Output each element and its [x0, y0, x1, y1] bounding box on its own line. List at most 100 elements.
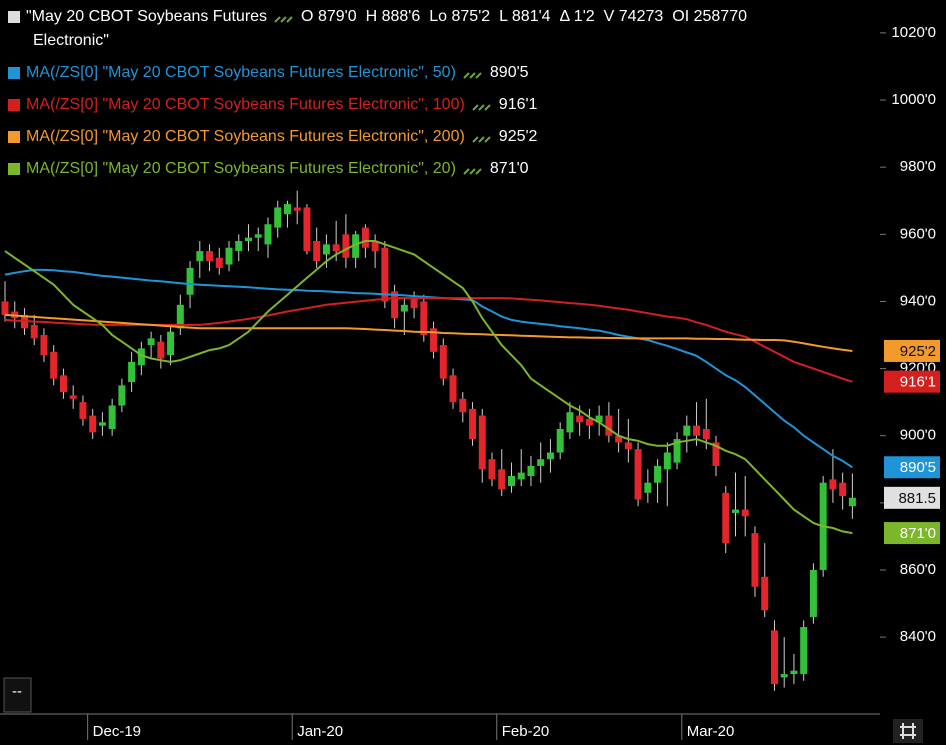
candle-body [245, 237, 252, 242]
header-row: "May 20 CBOT Soybeans Futures O 879'0 H 8… [8, 8, 756, 26]
price-badge [884, 370, 940, 393]
legend-row: MA(/ZS[0] "May 20 CBOT Soybeans Futures … [8, 128, 537, 146]
corner-box [3, 677, 32, 713]
candle-body [722, 492, 730, 544]
candle-body [303, 207, 311, 252]
candle-body [410, 298, 418, 309]
candle-body [79, 402, 87, 419]
candle-body [459, 398, 467, 413]
candle-body [498, 469, 506, 490]
candle-body [157, 341, 165, 359]
candle-body [264, 224, 272, 245]
x-tick-label: Dec-19 [93, 723, 141, 740]
candle-body [89, 415, 97, 433]
candle-body [147, 338, 155, 346]
quote-stat: V 74273 [603, 8, 664, 25]
candle-body [1, 301, 9, 315]
study-icon [274, 16, 293, 23]
study-icon [463, 72, 482, 79]
study-icon [472, 136, 491, 143]
candle-body [225, 247, 233, 265]
candle-body [585, 418, 593, 426]
y-tick-label: 860'0 [900, 561, 936, 578]
legend-name: MA(/ZS[0] "May 20 CBOT Soybeans Futures … [26, 160, 456, 177]
candle-body [137, 348, 145, 366]
candle-body [848, 497, 856, 507]
candle-body [800, 627, 808, 675]
y-tick-label: 940'0 [900, 292, 936, 309]
candle-body [342, 234, 350, 258]
legend-row: MA(/ZS[0] "May 20 CBOT Soybeans Futures … [8, 96, 537, 114]
price-badge-label: 871'0 [900, 525, 936, 542]
candle-body [235, 241, 243, 252]
candle-body [537, 459, 545, 466]
symbol-title-line: Electronic" [33, 32, 109, 49]
legend-swatch [8, 163, 20, 175]
x-tick-label: Mar-20 [687, 723, 735, 740]
legend-row: MA(/ZS[0] "May 20 CBOT Soybeans Futures … [8, 160, 529, 178]
candle-body [206, 251, 214, 262]
study-icon [463, 168, 482, 175]
candle-body [488, 459, 496, 480]
candle-body [469, 408, 477, 440]
candle-body [673, 439, 681, 463]
candle-body [732, 509, 739, 513]
candle-body [50, 351, 58, 379]
price-badge-label: 890'5 [900, 459, 936, 476]
candle-body [741, 509, 749, 517]
candle-body [507, 476, 515, 487]
corner-label: -- [12, 683, 22, 700]
candle-body [108, 405, 116, 430]
candle-body [371, 241, 379, 252]
price-badge-label: 881.5 [898, 490, 936, 507]
price-badge [884, 456, 940, 479]
candle-body [439, 345, 447, 379]
candle-body [780, 674, 788, 678]
candle-body [751, 533, 759, 587]
price-badge-label: 925'2 [900, 343, 936, 360]
x-tick-label: Feb-20 [502, 723, 550, 740]
candle-body [381, 247, 389, 302]
candle-body [770, 630, 778, 685]
legend-value: 871'0 [489, 160, 529, 177]
zoom-icon[interactable] [893, 719, 923, 743]
candle-body [644, 482, 652, 493]
candle-body [556, 429, 564, 453]
candle-body [215, 257, 223, 268]
candle-body [283, 204, 291, 215]
symbol-swatch [8, 11, 20, 23]
candle-body [118, 385, 126, 406]
candle-body [595, 415, 603, 423]
y-tick-label: 840'0 [900, 628, 936, 645]
ma-line [4, 268, 853, 469]
ma-line [4, 240, 853, 535]
legend-name: MA(/ZS[0] "May 20 CBOT Soybeans Futures … [26, 128, 465, 145]
candle-body [400, 304, 408, 312]
candle-body [176, 304, 184, 329]
symbol-title-2: Electronic" [33, 32, 109, 50]
candle-body [167, 331, 175, 356]
candle-body [712, 442, 720, 466]
symbol-title: "May 20 CBOT Soybeans Futures [26, 8, 268, 25]
legend-name: MA(/ZS[0] "May 20 CBOT Soybeans Futures … [26, 64, 456, 81]
ma-line [4, 313, 853, 352]
y-tick-label: 1000'0 [891, 91, 936, 108]
legend-swatch [8, 131, 20, 143]
candle-body [615, 435, 623, 443]
y-tick-label: 1020'0 [891, 24, 936, 41]
study-icon [472, 104, 491, 111]
candle-body [624, 442, 632, 450]
candle-body [40, 335, 48, 356]
quote-stat: H 888'6 [365, 8, 421, 25]
legend-value: 890'5 [489, 64, 529, 81]
candle-body [693, 425, 701, 436]
candle-body [566, 412, 574, 433]
candle-body [605, 415, 613, 436]
candle-body [30, 324, 38, 339]
quote-stat: L 881'4 [499, 8, 551, 25]
y-tick-label: 980'0 [900, 158, 936, 175]
price-badge [884, 522, 940, 545]
candle-body [761, 576, 769, 611]
candle-body [654, 465, 662, 483]
quote-stat: Lo 875'2 [429, 8, 491, 25]
